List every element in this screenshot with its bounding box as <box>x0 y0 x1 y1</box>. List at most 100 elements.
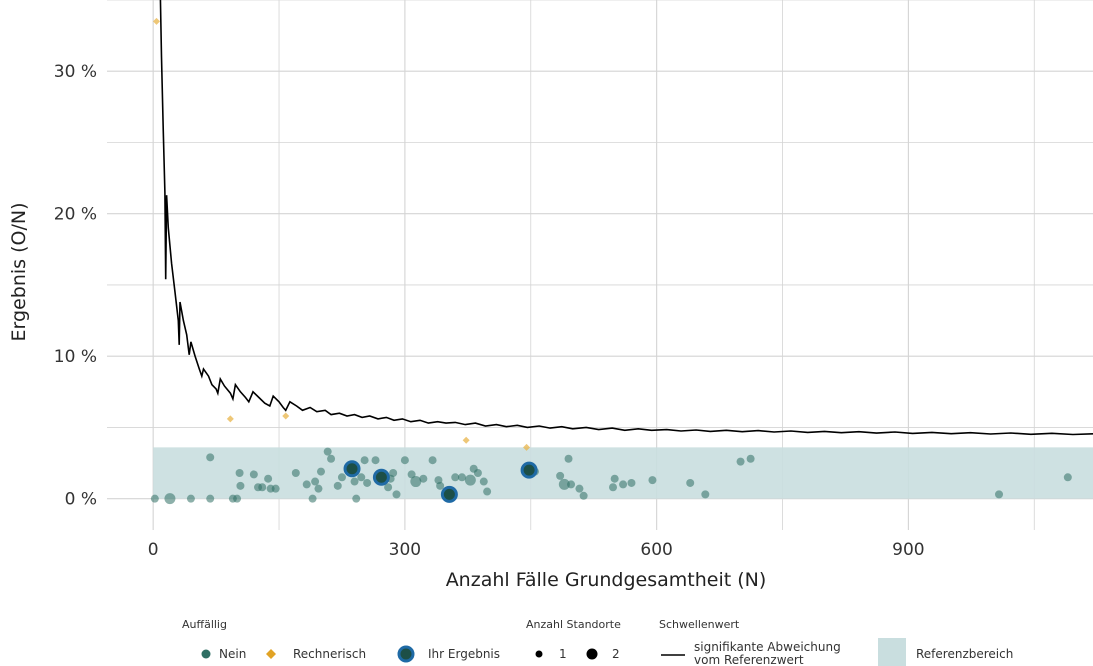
y-tick-label: 30 % <box>54 62 97 82</box>
point-nein <box>609 483 618 492</box>
y-tick-labels: 0 % 10 % 20 % 30 % <box>54 62 97 509</box>
point-nein <box>291 469 300 478</box>
legend-nein-symbol <box>201 649 211 659</box>
legend-reference-label: Referenzbereich <box>916 647 1013 661</box>
point-nein <box>271 484 280 493</box>
threshold-line <box>159 0 1093 436</box>
point-nein <box>479 477 488 486</box>
point-nein <box>451 473 460 482</box>
point-nein <box>258 483 267 492</box>
point-nein <box>407 470 416 479</box>
point-nein <box>337 473 346 482</box>
x-tick-label: 600 <box>640 540 672 560</box>
legend-ihr-ergebnis-label: Ihr Ergebnis <box>428 647 500 661</box>
y-tick-label: 20 % <box>54 205 97 225</box>
point-ihr-ergebnis <box>372 468 390 486</box>
point-nein <box>323 447 332 456</box>
point-nein <box>558 478 570 490</box>
legend-size2-label: 2 <box>612 647 620 661</box>
legend-title-anzahl-standorte: Anzahl Standorte <box>526 618 621 631</box>
x-tick-label: 0 <box>148 540 159 560</box>
legend-size1-label: 1 <box>559 647 567 661</box>
point-nein <box>575 484 584 493</box>
legend-threshold-label-line2: vom Referenzwert <box>694 653 804 666</box>
point-nein <box>311 477 320 486</box>
point-ihr-ergebnis <box>440 485 458 503</box>
legend-size2-symbol <box>586 648 598 660</box>
point-rechnerisch <box>462 436 470 444</box>
point-nein <box>419 474 428 483</box>
point-nein <box>357 473 366 482</box>
point-nein <box>389 469 398 478</box>
point-nein <box>579 491 588 500</box>
point-nein <box>371 456 380 465</box>
point-nein <box>648 476 657 485</box>
legend-rechnerisch-symbol <box>266 649 276 659</box>
point-ihr-ergebnis <box>343 460 361 478</box>
y-tick-label: 0 % <box>65 490 97 510</box>
point-nein <box>567 480 576 489</box>
legend-title-auffaellig: Auffällig <box>182 618 227 631</box>
point-nein <box>352 494 361 503</box>
legend-rechnerisch-label: Rechnerisch <box>293 647 366 661</box>
point-nein <box>186 494 195 503</box>
legend-title-schwellenwert: Schwellenwert <box>659 618 740 631</box>
point-nein <box>363 478 372 487</box>
legend-size1-symbol <box>535 650 543 658</box>
point-rechnerisch <box>523 443 531 451</box>
point-nein <box>249 470 258 479</box>
point-nein <box>995 490 1004 499</box>
point-nein <box>206 494 215 503</box>
point-nein <box>428 456 437 465</box>
point-nein <box>436 481 445 490</box>
legend-reference-symbol <box>878 638 906 666</box>
point-nein <box>264 474 273 483</box>
point-nein <box>308 494 317 503</box>
point-nein <box>564 454 573 463</box>
point-nein <box>236 481 245 490</box>
point-nein <box>556 471 565 480</box>
point-nein <box>350 477 359 486</box>
reference-range-band <box>153 447 1093 499</box>
point-rechnerisch <box>226 415 234 423</box>
point-nein <box>627 478 636 487</box>
point-nein <box>235 469 244 478</box>
point-nein <box>457 473 466 482</box>
point-nein <box>473 469 482 478</box>
point-nein <box>233 494 242 503</box>
point-nein <box>333 481 342 490</box>
legend-nein-label: Nein <box>219 647 246 661</box>
point-nein <box>410 476 422 488</box>
x-tick-labels: 0 300 600 900 <box>148 540 925 560</box>
point-nein <box>392 490 401 499</box>
point-nein <box>206 453 215 462</box>
point-nein <box>736 457 745 466</box>
point-nein <box>360 456 369 465</box>
x-tick-label: 300 <box>389 540 421 560</box>
point-nein <box>619 480 628 489</box>
y-axis-title: Ergebnis (O/N) <box>8 203 30 342</box>
data-points <box>150 17 1072 505</box>
point-nein <box>150 494 159 503</box>
x-axis-title: Anzahl Fälle Grundgesamtheit (N) <box>446 569 767 591</box>
point-nein <box>384 483 393 492</box>
legend-threshold-label-line1: signifikante Abweichung <box>694 640 841 654</box>
point-nein <box>701 490 710 499</box>
legend-ihr-ergebnis-symbol <box>397 645 415 663</box>
point-rechnerisch <box>153 17 161 25</box>
point-rechnerisch <box>282 412 290 420</box>
point-nein <box>327 454 336 463</box>
point-nein <box>686 478 695 487</box>
legend: Auffällig Nein Rechnerisch Ihr Ergebnis … <box>182 618 1013 666</box>
point-nein <box>302 480 311 489</box>
point-nein <box>464 474 476 486</box>
x-tick-label: 900 <box>892 540 924 560</box>
point-nein <box>483 487 492 496</box>
point-nein <box>164 493 176 505</box>
point-ihr-ergebnis <box>520 461 538 479</box>
point-nein <box>1063 473 1072 482</box>
point-nein <box>316 467 325 476</box>
point-nein <box>610 474 619 483</box>
y-tick-label: 10 % <box>54 347 97 367</box>
